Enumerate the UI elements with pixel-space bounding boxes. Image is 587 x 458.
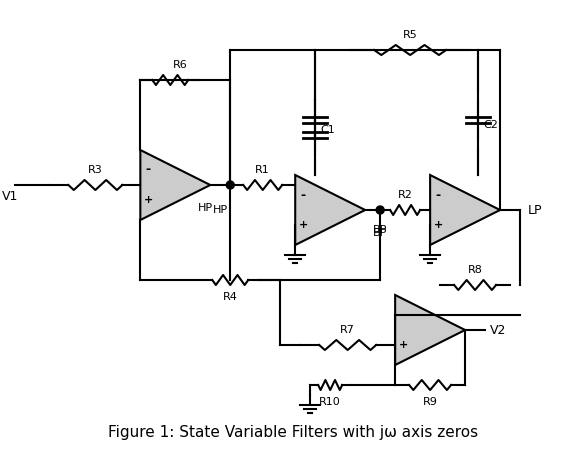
Text: +: + [299, 220, 308, 230]
Text: R6: R6 [173, 60, 188, 70]
Text: -: - [436, 189, 441, 202]
Text: R3: R3 [88, 165, 103, 175]
Circle shape [376, 206, 384, 214]
Circle shape [226, 181, 234, 189]
Text: -: - [146, 164, 151, 176]
Text: BP: BP [373, 225, 387, 235]
Text: HP: HP [198, 203, 213, 213]
Text: BP: BP [373, 228, 387, 238]
Text: +: + [144, 195, 153, 205]
Text: -: - [400, 309, 406, 322]
Text: LP: LP [528, 203, 542, 217]
Text: +: + [399, 340, 408, 350]
Polygon shape [430, 175, 500, 245]
Text: V1: V1 [2, 190, 19, 203]
Text: R2: R2 [398, 190, 413, 200]
Text: R4: R4 [223, 292, 238, 302]
Polygon shape [140, 150, 210, 220]
Polygon shape [295, 175, 365, 245]
Text: R5: R5 [403, 30, 417, 40]
Polygon shape [395, 295, 465, 365]
Text: R1: R1 [255, 165, 269, 175]
Text: C1: C1 [320, 125, 335, 135]
Text: R7: R7 [340, 325, 355, 335]
Text: C2: C2 [483, 120, 498, 130]
Text: +: + [433, 220, 443, 230]
Text: HP: HP [212, 205, 228, 215]
Text: Figure 1: State Variable Filters with jω axis zeros: Figure 1: State Variable Filters with jω… [108, 425, 478, 440]
Text: V2: V2 [490, 323, 507, 337]
Text: R8: R8 [468, 265, 483, 275]
Text: R10: R10 [319, 397, 341, 407]
Text: R9: R9 [423, 397, 437, 407]
Text: -: - [301, 189, 306, 202]
